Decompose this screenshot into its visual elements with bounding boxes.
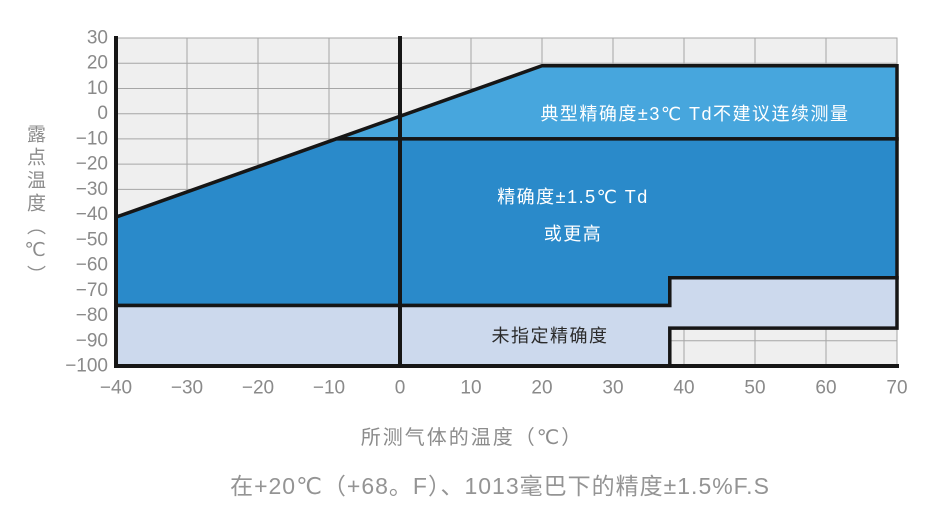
y-tick-label: −50 <box>76 229 108 250</box>
x-tick-label: −40 <box>100 378 132 399</box>
y-tick-label: −100 <box>65 356 108 377</box>
y-axis-title: 露点温度（℃） <box>24 124 45 288</box>
y-tick-label: −40 <box>76 204 108 225</box>
x-tick-label: 60 <box>815 378 836 399</box>
region-label-high-accuracy-line1: 精确度±1.5℃ Td <box>497 187 649 207</box>
x-tick-label: −20 <box>242 378 274 399</box>
y-tick-label: 30 <box>87 28 108 49</box>
x-tick-label: 20 <box>531 378 552 399</box>
x-tick-label: 50 <box>744 378 765 399</box>
x-tick-label: −10 <box>313 378 345 399</box>
x-tick-label: 30 <box>602 378 623 399</box>
y-tick-label: −90 <box>76 330 108 351</box>
y-tick-label: −20 <box>76 154 108 175</box>
y-tick-label: 0 <box>97 103 108 124</box>
x-axis-title: 所测气体的温度（℃） <box>360 427 584 449</box>
figure-caption: 在+20℃（+68。F）、1013毫巴下的精度±1.5%F.S <box>230 473 770 499</box>
x-tick-label: 0 <box>395 378 406 399</box>
region-label-typical-accuracy: 典型精确度±3℃ Td不建议连续测量 <box>540 104 850 124</box>
region-label-high-accuracy-line2: 或更高 <box>543 224 603 244</box>
y-tick-label: −10 <box>76 128 108 149</box>
y-tick-label: −30 <box>76 179 108 200</box>
y-tick-label: 20 <box>87 53 108 74</box>
y-tick-label: −70 <box>76 280 108 301</box>
x-tick-label: 70 <box>886 378 907 399</box>
y-tick-label: −80 <box>76 305 108 326</box>
region-label-high-accuracy: 精确度±1.5℃ Td 或更高 <box>423 179 723 253</box>
region-label-unspecified-accuracy: 未指定精确度 <box>491 326 609 346</box>
x-tick-label: −30 <box>171 378 203 399</box>
y-tick-label: −60 <box>76 255 108 276</box>
x-tick-label: 10 <box>460 378 481 399</box>
x-tick-label: 40 <box>673 378 694 399</box>
y-tick-label: 10 <box>87 78 108 99</box>
